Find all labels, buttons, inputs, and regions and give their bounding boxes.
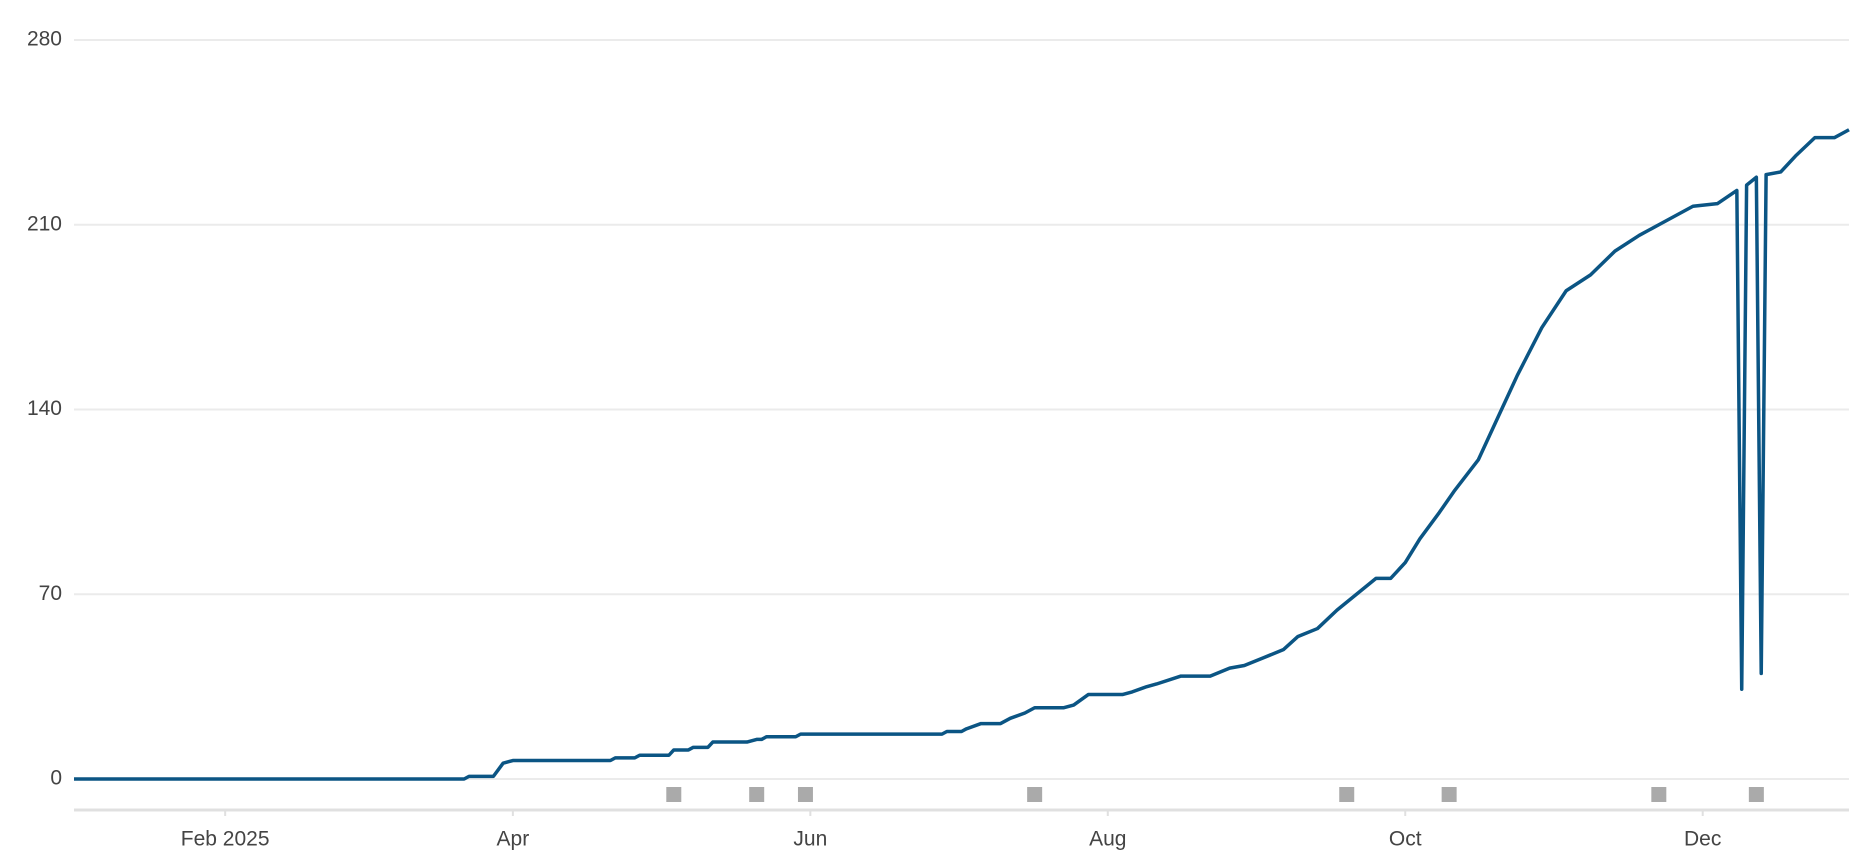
event-marker xyxy=(1339,787,1355,802)
y-tick-label: 70 xyxy=(39,582,62,605)
y-tick-label: 0 xyxy=(50,767,62,790)
event-marker xyxy=(749,787,765,802)
x-tick-label: Aug xyxy=(1089,828,1126,851)
x-tick-label: Feb 2025 xyxy=(181,828,270,851)
event-marker xyxy=(1748,787,1764,802)
x-tick-label: Jun xyxy=(793,828,827,851)
event-marker xyxy=(1441,787,1457,802)
x-tick-label: Oct xyxy=(1389,828,1422,851)
x-tick-label: Apr xyxy=(497,828,530,851)
x-tick-label: Dec xyxy=(1684,828,1721,851)
y-tick-label: 280 xyxy=(27,28,62,51)
event-marker xyxy=(797,787,813,802)
y-tick-label: 210 xyxy=(27,212,62,235)
event-marker xyxy=(666,787,682,802)
event-marker xyxy=(1651,787,1667,802)
y-tick-label: 140 xyxy=(27,397,62,420)
series-line xyxy=(74,128,1850,781)
event-marker xyxy=(1027,787,1043,802)
